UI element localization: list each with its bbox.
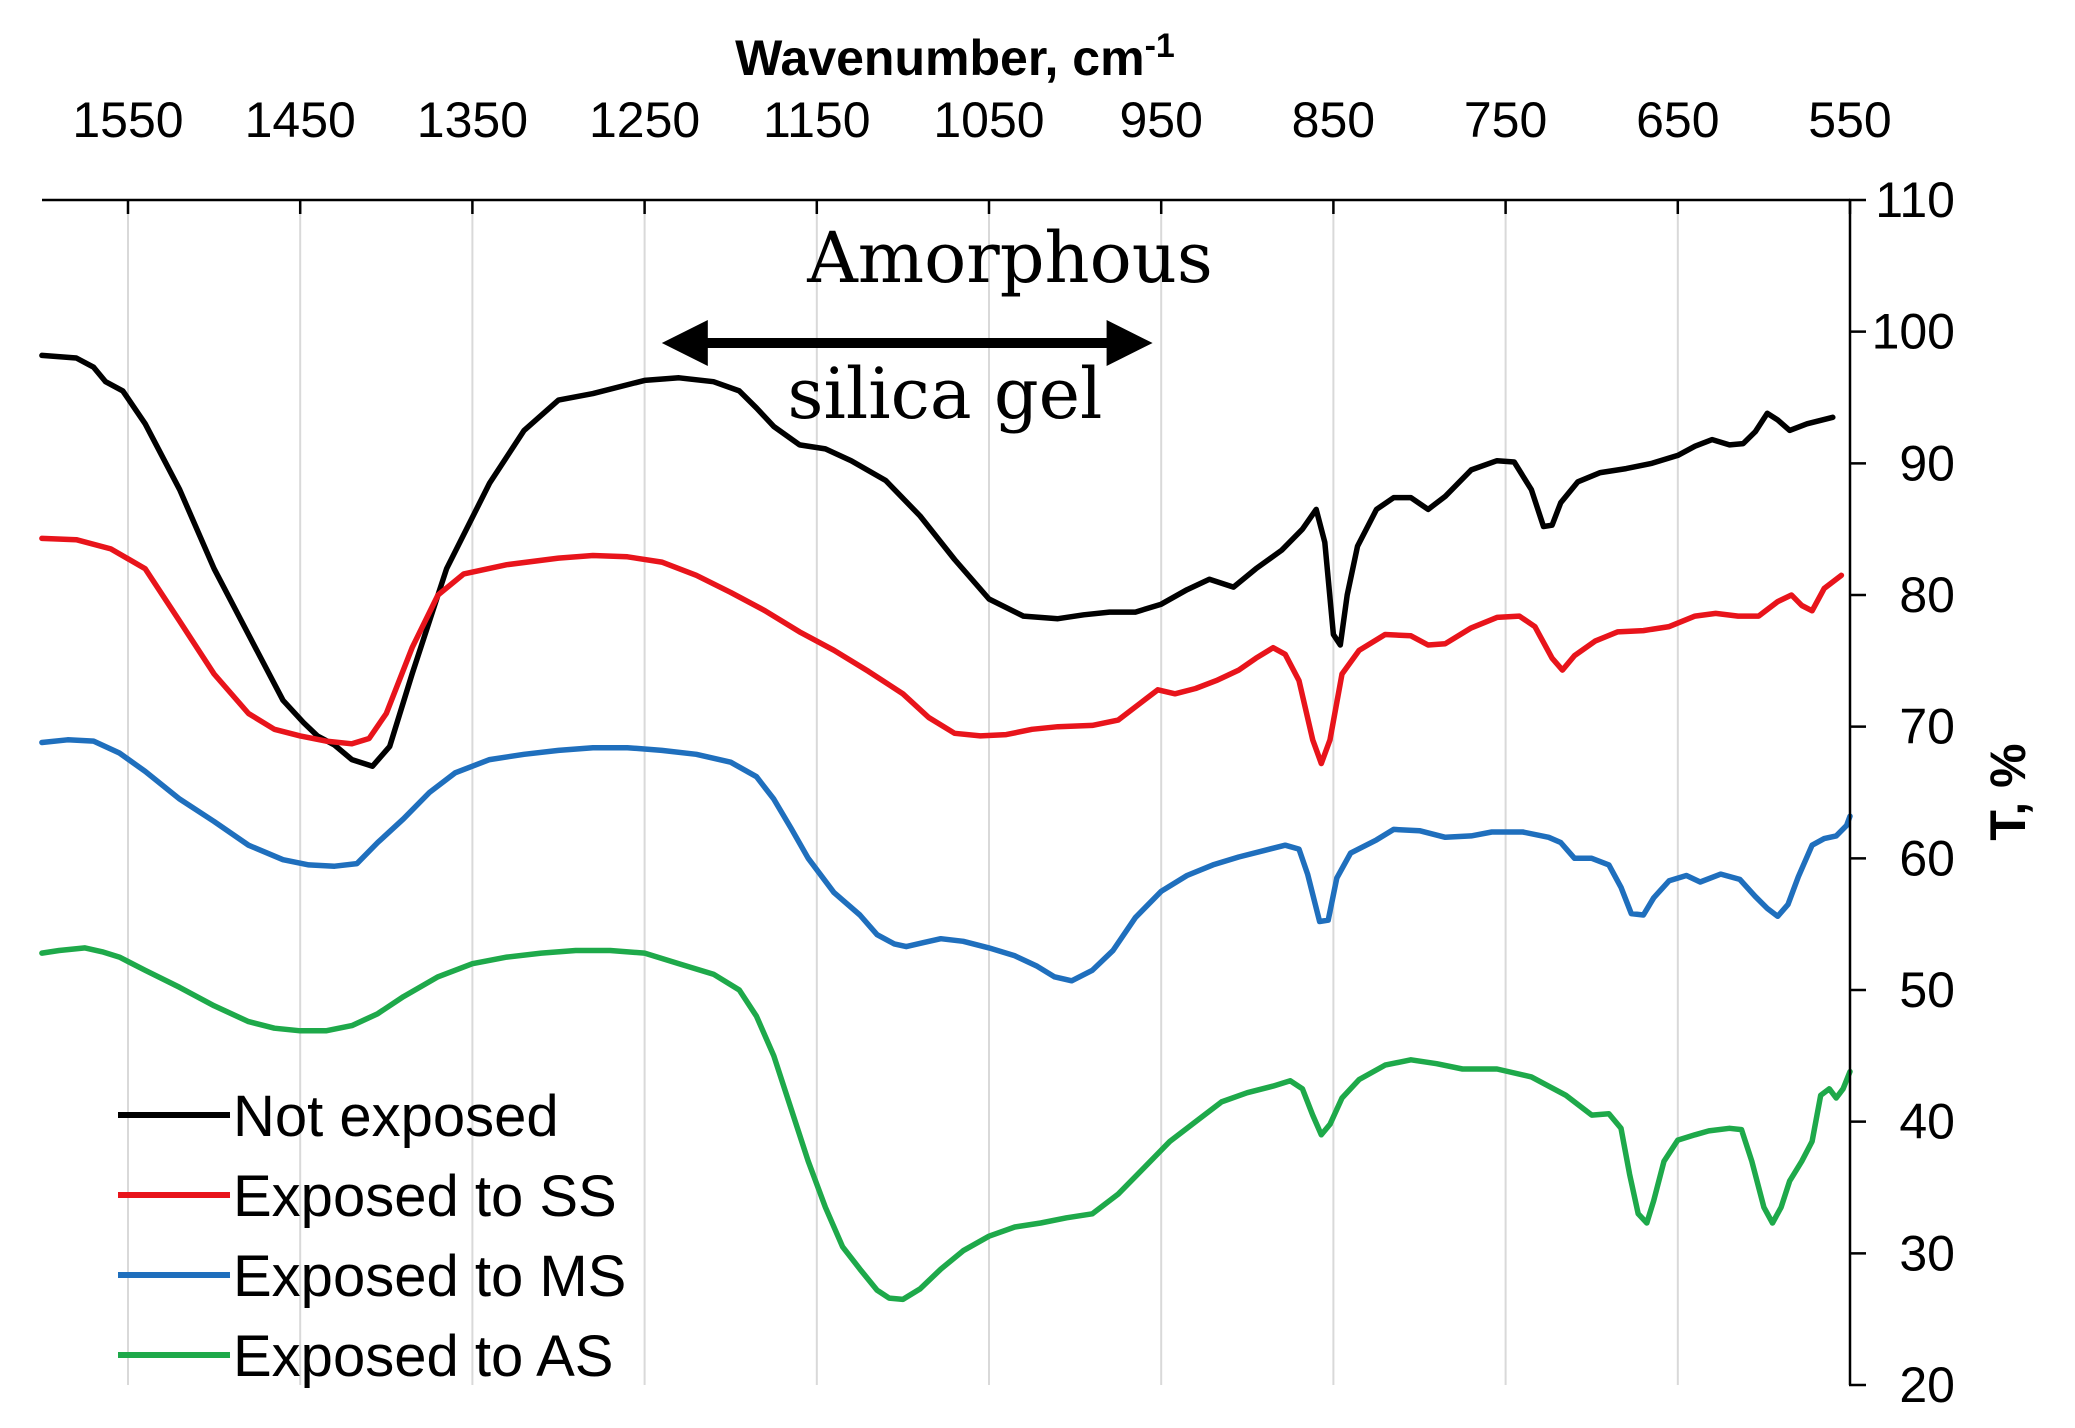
x-tick-label-850: 850 [1292,92,1375,148]
y-axis-title: T, % [1980,743,2036,840]
legend-label-3: Exposed to MS [233,1244,626,1309]
y-ticks: 20 30 40 50 60 70 80 90 100 110 [1849,172,1955,1413]
x-tick-label-1350: 1350 [417,92,528,148]
x-tick-label-550: 550 [1808,92,1891,148]
y-tick-label-40: 40 [1899,1094,1955,1150]
y-tick-label-70: 70 [1899,699,1955,755]
y-tick-label-90: 90 [1899,435,1955,491]
x-tick-label-1250: 1250 [589,92,700,148]
x-tick-label-1150: 1150 [763,92,871,148]
annotation-line2: silica gel [788,353,1103,435]
x-ticks: 1550 1450 1350 1250 1150 1050 950 850 750 650 550 [72,92,1892,214]
annotation-arrow [661,320,1153,366]
x-tick-label-1050: 1050 [933,92,1044,148]
y-tick-label-30: 30 [1899,1225,1955,1281]
y-tick-label-60: 60 [1899,830,1955,886]
legend-label-4: Exposed to AS [233,1324,613,1389]
y-tick-label-80: 80 [1899,567,1955,623]
series-line-exposed-to-as [39,945,1853,1303]
legend-label-1: Not exposed [233,1084,559,1149]
y-tick-label-20: 20 [1899,1357,1955,1413]
series-line-exposed-to-ms [39,737,1853,984]
annotation-arrowhead-right [1106,320,1153,366]
legend-label-2: Exposed to SS [233,1164,617,1229]
axes [42,198,1852,1385]
x-tick-label-750: 750 [1464,92,1547,148]
x-tick-label-1450: 1450 [245,92,356,148]
y-tick-label-100: 100 [1872,304,1955,360]
series-line-exposed-to-ss [39,535,1845,767]
x-axis-title: Wavenumber, cm-1 [735,27,1175,86]
x-tick-label-950: 950 [1119,92,1202,148]
series-layer [39,352,1853,1303]
series-line-not-exposed [39,352,1836,769]
x-tick-label-1550: 1550 [72,92,183,148]
annotation-arrowhead-left [661,320,708,366]
y-tick-label-50: 50 [1899,962,1955,1018]
x-tick-label-650: 650 [1636,92,1719,148]
y-tick-label-110: 110 [1875,172,1955,228]
legend: Not exposed Exposed to SS Exposed to MS Exp… [118,1084,626,1389]
annotation-line1: Amorphous [806,217,1213,299]
